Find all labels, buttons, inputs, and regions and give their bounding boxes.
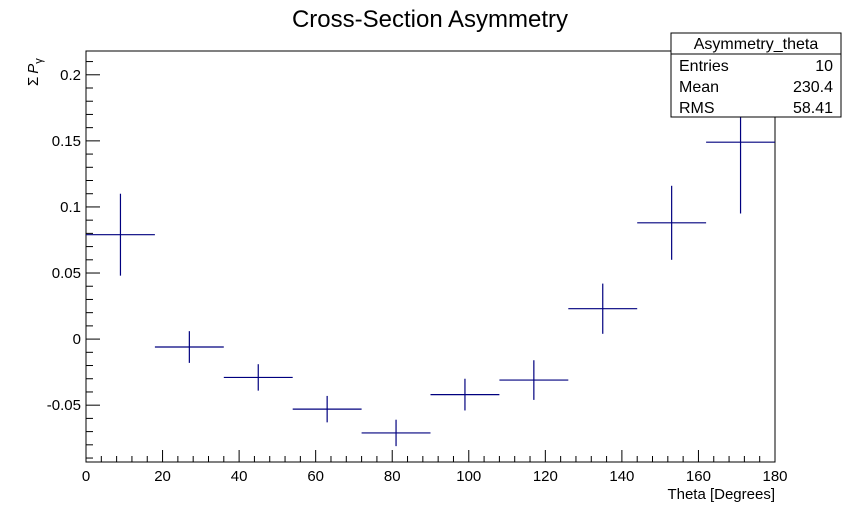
data-point (154, 331, 224, 363)
x-tick-label: 0 (82, 468, 90, 485)
y-axis-label-var: P (25, 64, 42, 74)
x-axis-ticks (85, 450, 776, 462)
data-point (637, 185, 707, 260)
data-point (430, 378, 500, 411)
y-axis-ticks (86, 61, 100, 459)
y-axis-tick-labels: -0.05 0 0.05 0.1 0.15 0.2 (47, 67, 81, 414)
x-tick-label: 180 (762, 468, 787, 485)
data-point (568, 283, 638, 334)
y-axis-label-sub: γ (33, 58, 45, 64)
x-tick-label: 60 (307, 468, 324, 485)
plot-area-frame (85, 50, 776, 463)
stats-rms-label: RMS (679, 100, 715, 117)
y-tick-label: 0.1 (60, 199, 81, 216)
x-tick-label: 160 (686, 468, 711, 485)
y-tick-label: 0.05 (52, 265, 81, 282)
stats-mean-label: Mean (679, 79, 719, 96)
stats-box-frame (670, 32, 842, 118)
x-axis-label: Theta [Degrees] (667, 486, 775, 503)
data-point (499, 360, 569, 400)
stats-entries-value: 10 (815, 58, 833, 75)
data-point (223, 364, 293, 391)
data-point (86, 193, 155, 276)
y-tick-label: 0.2 (60, 67, 81, 84)
y-tick-label: -0.05 (47, 397, 81, 414)
stats-box-title: Asymmetry_theta (694, 36, 819, 53)
x-axis-tick-labels: 0 20 40 60 80 100 120 140 160 180 (82, 468, 788, 485)
x-tick-label: 80 (384, 468, 401, 485)
data-point (361, 419, 431, 447)
y-tick-label: 0.15 (52, 133, 81, 150)
stats-rms-value: 58.41 (793, 100, 833, 117)
x-tick-label: 120 (533, 468, 558, 485)
y-axis-label-symbol: Σ (25, 77, 42, 86)
x-tick-label: 40 (231, 468, 248, 485)
x-tick-label: 100 (456, 468, 481, 485)
data-point (292, 395, 362, 423)
y-axis-label: ΣPγ (25, 58, 45, 86)
y-tick-label: 0 (73, 331, 81, 348)
x-tick-label: 140 (609, 468, 634, 485)
x-tick-label: 20 (154, 468, 171, 485)
stats-mean-value: 230.4 (793, 79, 833, 96)
stats-box: Asymmetry_theta Entries 10 Mean 230.4 RM… (670, 32, 842, 118)
chart-title: Cross-Section Asymmetry (292, 6, 568, 33)
plot-frame (85, 50, 776, 463)
data-points (86, 70, 775, 447)
stats-entries-label: Entries (679, 58, 729, 75)
